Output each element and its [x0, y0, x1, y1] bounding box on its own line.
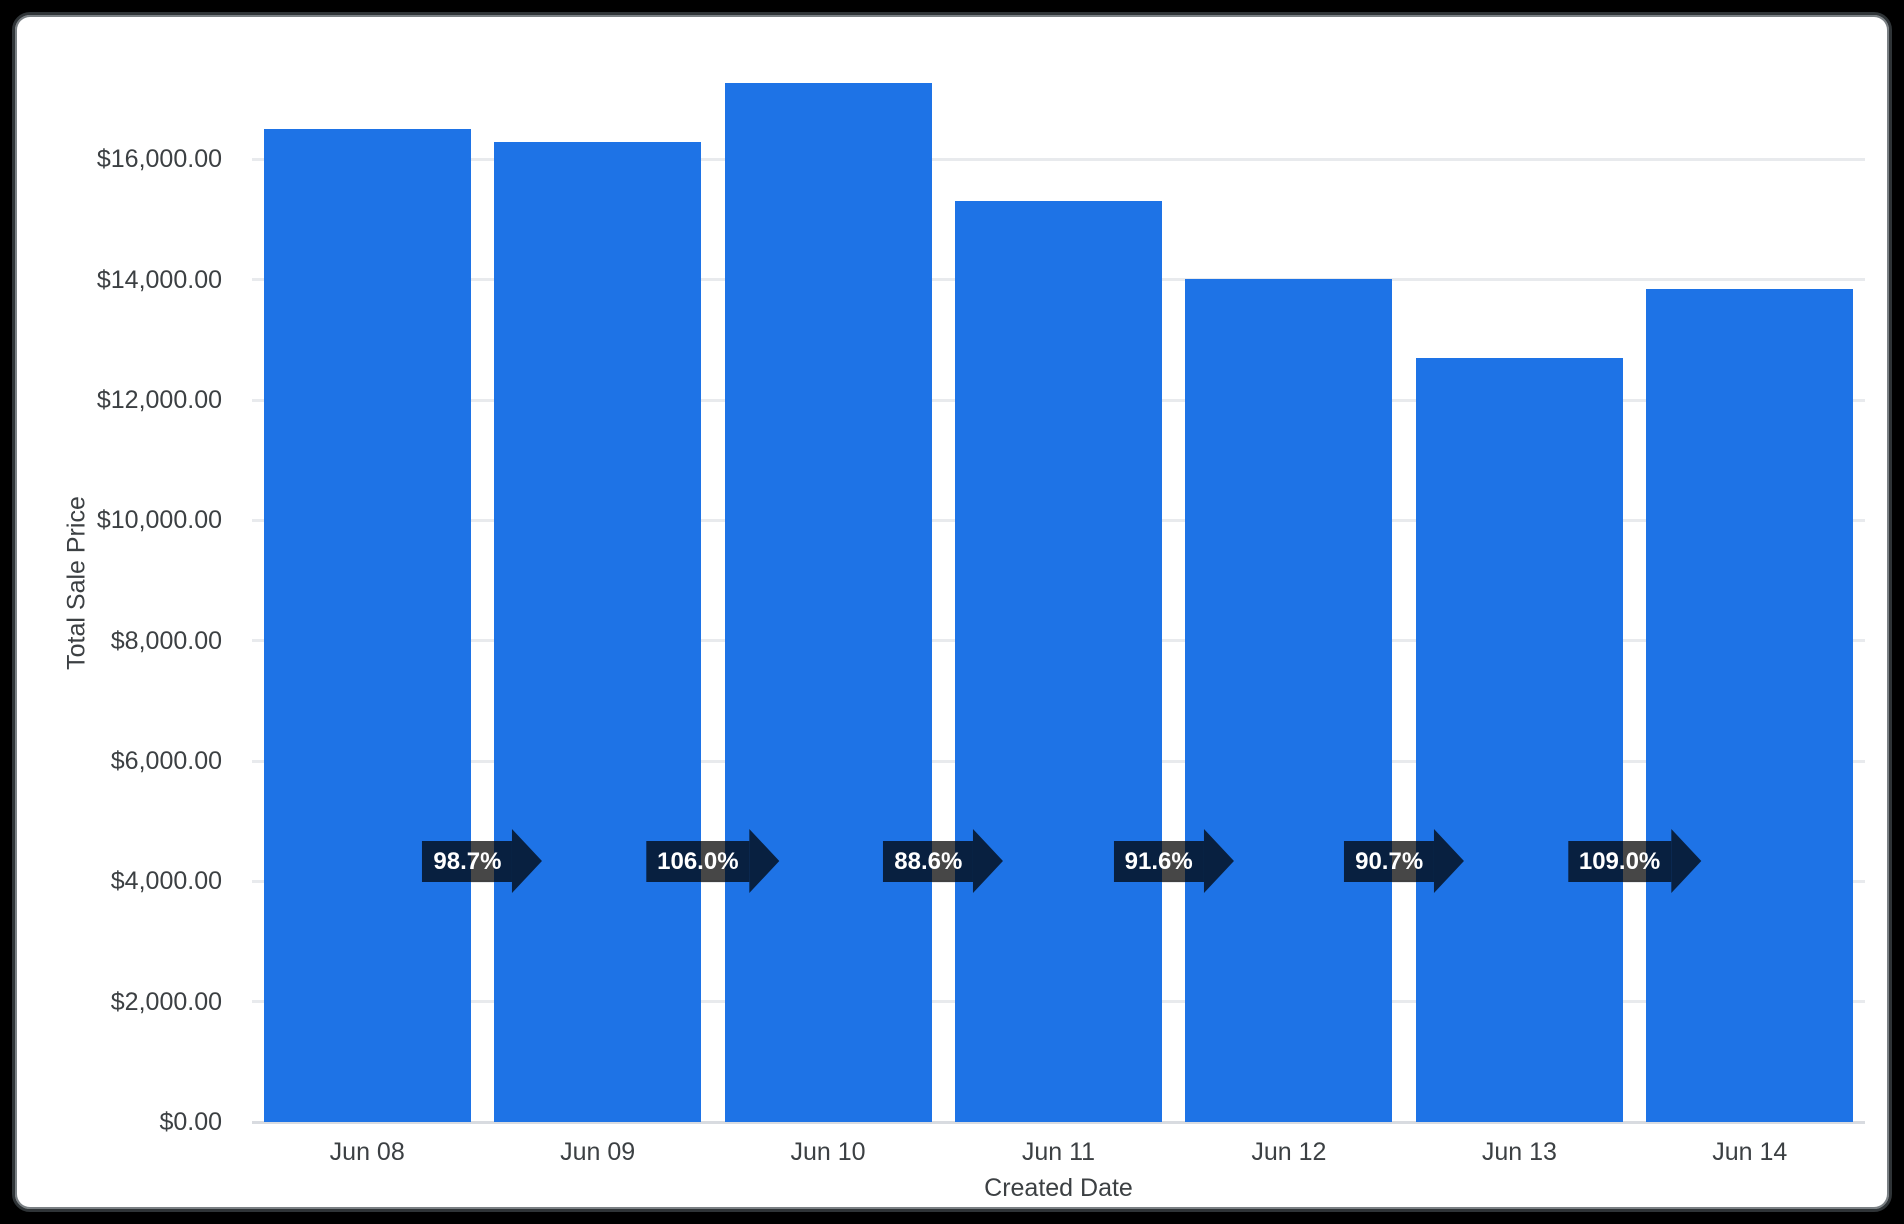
arrow-head-icon [512, 829, 543, 894]
arrow-head-icon [749, 829, 780, 894]
arrow-head-icon [1434, 829, 1465, 894]
x-axis-title: Created Date [984, 1174, 1133, 1202]
plot-area: 98.7% 106.0% 88.6% 91.6% 90.7% 109.0% [252, 45, 1865, 1124]
bar-jun-12[interactable] [1185, 279, 1393, 1122]
percent-change-label: 109.0% [1567, 840, 1672, 882]
x-axis-tick-labels: Jun 08 Jun 09 Jun 10 Jun 11 Jun 12 Jun 13 Jun … [252, 1136, 1865, 1168]
bar-jun-13[interactable] [1415, 357, 1623, 1122]
arrow-head-icon [973, 829, 1004, 894]
y-tick-label: $14,000.00 [96, 265, 222, 294]
x-tick-label: Jun 11 [1021, 1138, 1096, 1166]
y-tick-label: $8,000.00 [110, 626, 222, 655]
y-tick-label: $6,000.00 [110, 747, 222, 775]
y-tick-label: $2,000.00 [110, 987, 222, 1016]
bar-jun-14[interactable] [1646, 289, 1854, 1122]
bar-jun-09[interactable] [494, 141, 702, 1122]
y-axis-title: Total Sale Price [62, 496, 91, 670]
percent-change-arrow: 106.0% [646, 829, 780, 894]
percent-change-arrow: 91.6% [1113, 829, 1234, 894]
chart-card: $0.00 $2,000.00 $4,000.00 $6,000.00 $8,000.0… [12, 12, 1892, 1212]
y-axis-tick-labels: $0.00 $2,000.00 $4,000.00 $6,000.00 $8,000.0… [15, 45, 222, 1136]
bar-jun-08[interactable] [263, 129, 471, 1122]
percent-change-label: 98.7% [422, 840, 513, 882]
x-tick-label: Jun 12 [1251, 1138, 1327, 1166]
gridline [252, 157, 1865, 161]
y-tick-label: $12,000.00 [96, 386, 222, 414]
y-tick-label: $0.00 [159, 1108, 222, 1136]
percent-change-arrow: 90.7% [1344, 829, 1465, 894]
x-tick-label: Jun 09 [560, 1138, 636, 1166]
y-tick-label: $4,000.00 [110, 867, 222, 896]
bar-jun-10[interactable] [724, 82, 932, 1122]
x-tick-label: Jun 10 [790, 1138, 866, 1166]
y-tick-label: $16,000.00 [96, 145, 222, 174]
percent-change-label: 106.0% [646, 840, 750, 882]
percent-change-label: 90.7% [1344, 840, 1435, 882]
percent-change-arrow: 109.0% [1567, 829, 1702, 894]
arrow-head-icon [1671, 829, 1702, 894]
percent-change-arrow: 98.7% [422, 829, 543, 894]
percent-change-label: 91.6% [1113, 840, 1204, 882]
percent-change-label: 88.6% [883, 840, 974, 882]
gridline [252, 1120, 1865, 1124]
x-tick-label: Jun 08 [329, 1138, 405, 1166]
x-tick-label: Jun 14 [1712, 1138, 1788, 1166]
y-tick-label: $10,000.00 [96, 506, 222, 535]
bar-jun-11[interactable] [955, 201, 1162, 1122]
percent-change-arrow: 88.6% [883, 829, 1004, 894]
arrow-head-icon [1203, 829, 1234, 894]
x-tick-label: Jun 13 [1481, 1138, 1557, 1166]
